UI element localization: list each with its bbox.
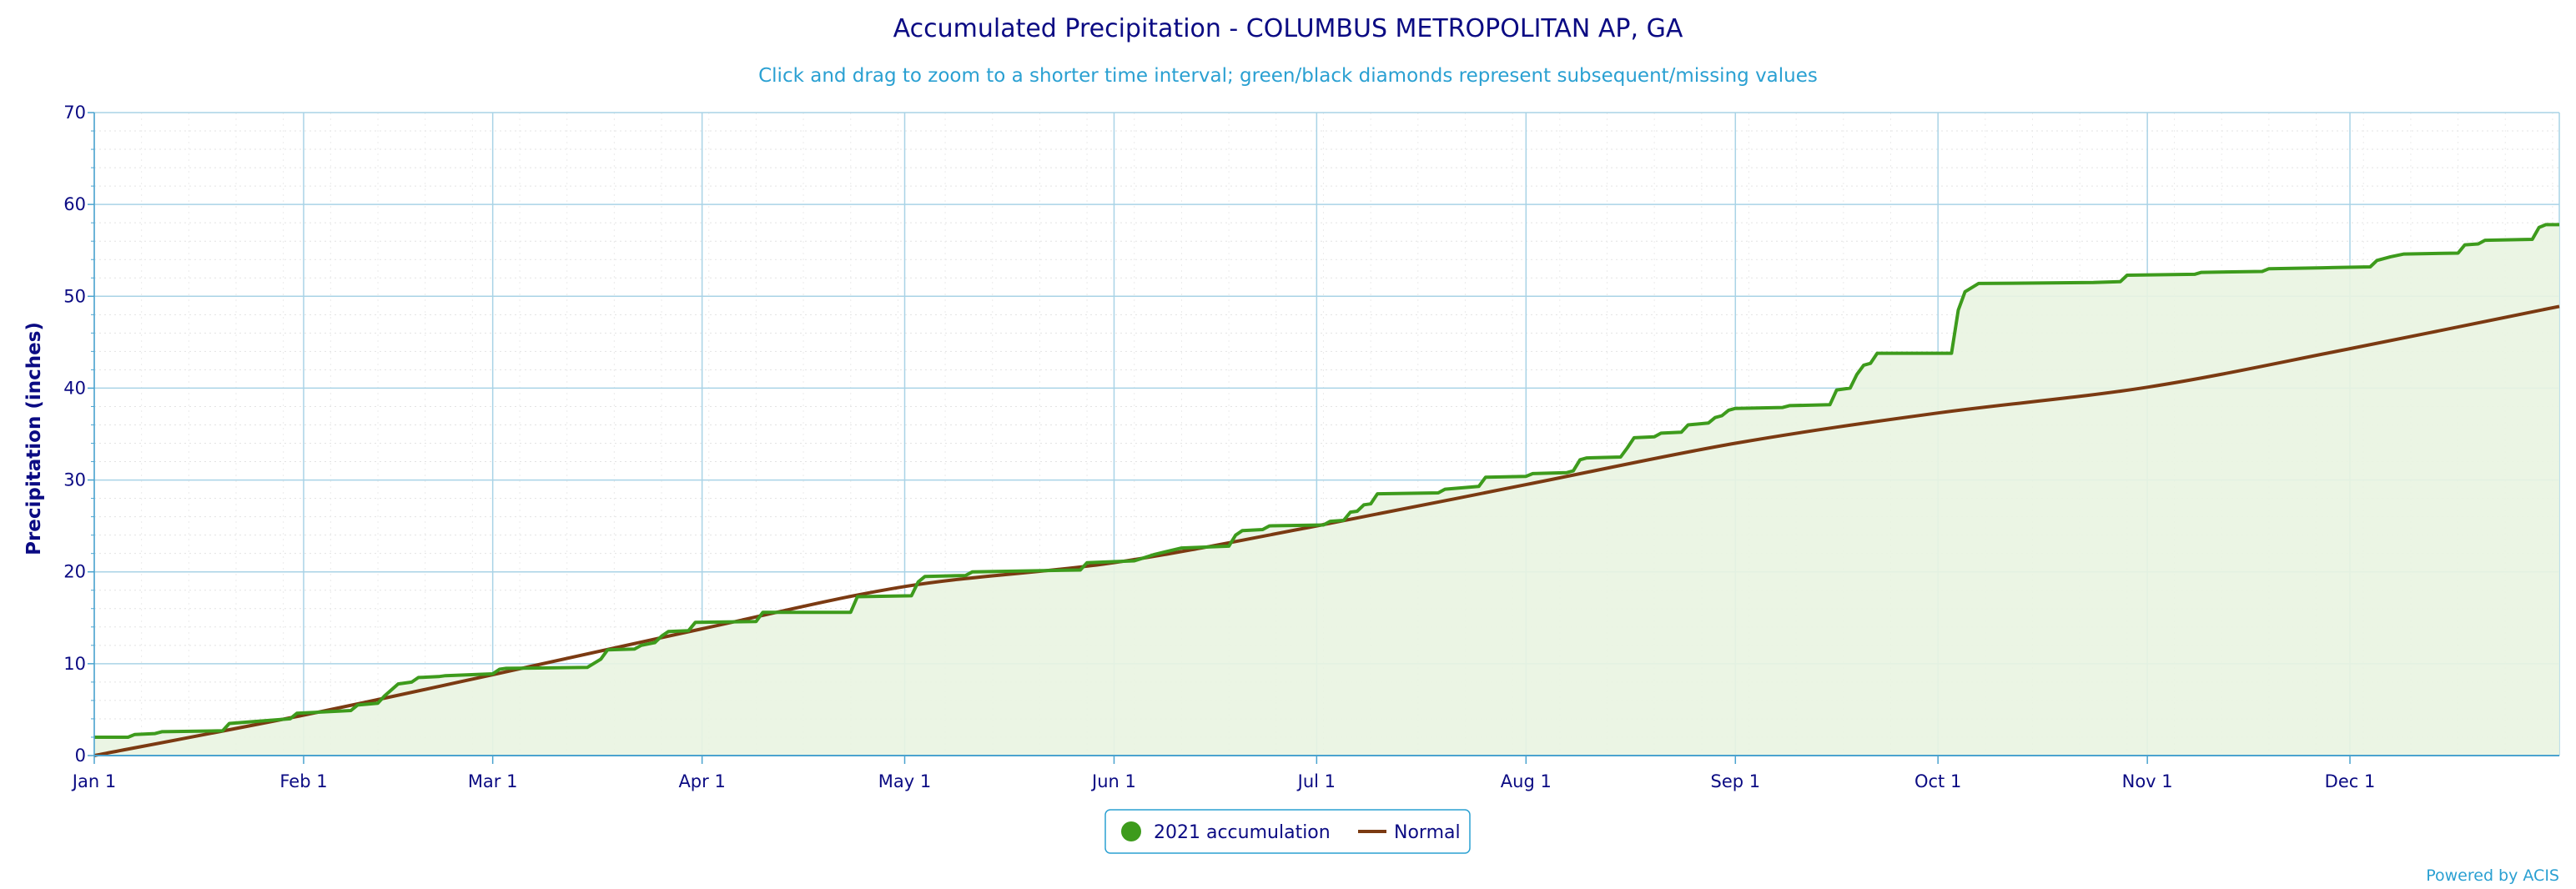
legend-item-normal[interactable]: Normal <box>1358 822 1461 843</box>
x-tick-label: Jan 1 <box>71 771 116 791</box>
series-2021-accumulation-line[interactable] <box>94 223 2559 739</box>
y-tick-label: 40 <box>63 378 86 398</box>
legend[interactable]: 2021 accumulation Normal <box>1104 809 1471 854</box>
y-axis-ticks: 0 10 20 30 40 50 60 70 <box>63 103 94 766</box>
x-tick-label: May 1 <box>878 771 931 791</box>
y-tick-label: 70 <box>63 103 86 123</box>
x-tick-label: Feb 1 <box>279 771 327 791</box>
x-tick-label: Sep 1 <box>1710 771 1760 791</box>
chart-subtitle: Click and drag to zoom to a shorter time… <box>758 65 1818 87</box>
x-tick-label: Aug 1 <box>1501 771 1552 791</box>
legend-label-2021-accumulation: 2021 accumulation <box>1154 822 1331 843</box>
y-tick-label: 0 <box>75 746 86 766</box>
legend-item-2021-accumulation[interactable]: 2021 accumulation <box>1121 821 1331 843</box>
x-tick-label: Dec 1 <box>2325 771 2376 791</box>
x-tick-label: Apr 1 <box>678 771 725 791</box>
y-axis-title: Precipitation (inches) <box>23 322 45 555</box>
x-axis-ticks: Jan 1 Feb 1 Mar 1 Apr 1 May 1 Jun 1 Jul 1 Aug 1… <box>71 756 2376 791</box>
x-tick-label: Jun 1 <box>1090 771 1136 791</box>
legend-circle-icon <box>1121 821 1141 841</box>
chart-title: Accumulated Precipitation - COLUMBUS MET… <box>893 14 1683 43</box>
y-tick-label: 30 <box>63 470 86 490</box>
powered-by-credit[interactable]: Powered by ACIS <box>2426 866 2559 885</box>
x-tick-label: Nov 1 <box>2122 771 2173 791</box>
y-tick-label: 10 <box>63 654 86 674</box>
x-tick-label: Jul 1 <box>1296 771 1336 791</box>
legend-label-normal: Normal <box>1394 822 1461 843</box>
plot-area[interactable] <box>93 112 2560 757</box>
legend-box <box>1104 809 1471 854</box>
y-tick-label: 50 <box>63 286 86 306</box>
x-tick-label: Mar 1 <box>468 771 518 791</box>
x-tick-label: Oct 1 <box>1914 771 1961 791</box>
y-tick-label: 20 <box>63 562 86 582</box>
y-tick-label: 60 <box>63 194 86 214</box>
